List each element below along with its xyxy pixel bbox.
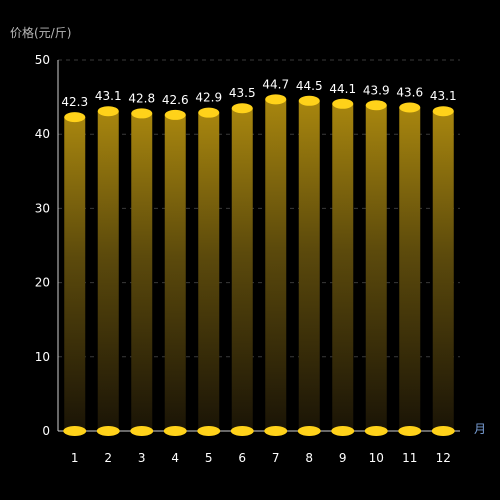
bar-top-cap (399, 102, 421, 113)
x-tick-label: 12 (436, 451, 451, 465)
bar-base (331, 426, 355, 436)
bar-group (331, 98, 355, 436)
x-tick-label: 10 (369, 451, 384, 465)
bar-base (63, 426, 87, 436)
bar-top-cap (265, 94, 287, 105)
bar-group (163, 109, 187, 436)
bar-top-cap (231, 103, 253, 114)
bar-base (197, 426, 221, 436)
x-tick-label: 7 (272, 451, 280, 465)
bar-top-cap (365, 100, 387, 111)
x-axis-unit: 月 (474, 422, 486, 436)
bar[interactable] (432, 111, 454, 431)
grid-layer (58, 59, 460, 358)
bar-group (264, 94, 288, 436)
data-label: 42.3 (61, 95, 88, 109)
data-label: 42.9 (195, 91, 222, 105)
bar-layer (63, 94, 455, 436)
data-label: 43.1 (430, 89, 457, 103)
y-axis-title: 价格(元/斤) (10, 25, 71, 40)
bar-top-cap (432, 106, 454, 117)
y-tick-label: 10 (35, 350, 50, 364)
data-label: 43.5 (229, 86, 256, 100)
data-label: 44.5 (296, 79, 323, 93)
bar[interactable] (265, 99, 287, 432)
bar-group (197, 107, 221, 436)
x-tick-label: 6 (238, 451, 246, 465)
bar[interactable] (97, 111, 119, 431)
bar[interactable] (164, 114, 186, 432)
bar[interactable] (198, 112, 220, 431)
x-tick-label: 2 (104, 451, 112, 465)
y-tick-label: 50 (35, 53, 50, 67)
bar-group (431, 106, 455, 436)
x-tick-label: 1 (71, 451, 79, 465)
y-tick-label: 30 (35, 201, 50, 215)
x-tick-label: 11 (402, 451, 417, 465)
bar-top-cap (64, 112, 86, 123)
bar-base (431, 426, 455, 436)
bar-group (297, 95, 321, 436)
data-label: 43.9 (363, 83, 390, 97)
bar[interactable] (298, 100, 320, 431)
bar-base (230, 426, 254, 436)
bar[interactable] (131, 113, 153, 431)
bar-top-cap (198, 107, 220, 118)
data-label: 42.6 (162, 93, 189, 107)
bar-base (163, 426, 187, 436)
bar[interactable] (64, 117, 86, 431)
data-label: 44.7 (262, 77, 289, 91)
bar[interactable] (231, 108, 253, 431)
bar-top-cap (131, 108, 153, 119)
data-label: 44.1 (329, 82, 356, 96)
bar[interactable] (332, 103, 354, 431)
bar-group (398, 102, 422, 436)
x-tick-label: 5 (205, 451, 213, 465)
bar-base (398, 426, 422, 436)
bar-base (96, 426, 120, 436)
x-tick-label: 4 (171, 451, 179, 465)
label-layer: 42.3 1 43.1 2 42.8 3 42.6 4 42.9 5 43.5 6 44.7 7 44.5 8… (61, 77, 456, 465)
bar-top-cap (164, 109, 186, 120)
bar-top-cap (332, 98, 354, 109)
bar-top-cap (97, 106, 119, 117)
bar-group (63, 112, 87, 436)
bar-top-cap (298, 95, 320, 106)
data-label: 43.6 (396, 85, 423, 99)
bar-base (130, 426, 154, 436)
x-tick-label: 3 (138, 451, 146, 465)
bar-base (364, 426, 388, 436)
bar[interactable] (399, 107, 421, 431)
data-label: 43.1 (95, 89, 122, 103)
y-tick-label: 0 (42, 424, 50, 438)
bar-group (130, 108, 154, 436)
data-label: 42.8 (128, 91, 155, 105)
bar-base (264, 426, 288, 436)
bar-group (230, 103, 254, 436)
bar-group (96, 106, 120, 436)
x-tick-label: 8 (305, 451, 313, 465)
y-tick-label: 20 (35, 276, 50, 290)
bar-group (364, 100, 388, 436)
bar[interactable] (365, 105, 387, 432)
x-tick-label: 9 (339, 451, 347, 465)
y-tick-label: 40 (35, 127, 50, 141)
bar-base (297, 426, 321, 436)
axis-layer: 0 10 20 30 40 50 (35, 53, 460, 438)
